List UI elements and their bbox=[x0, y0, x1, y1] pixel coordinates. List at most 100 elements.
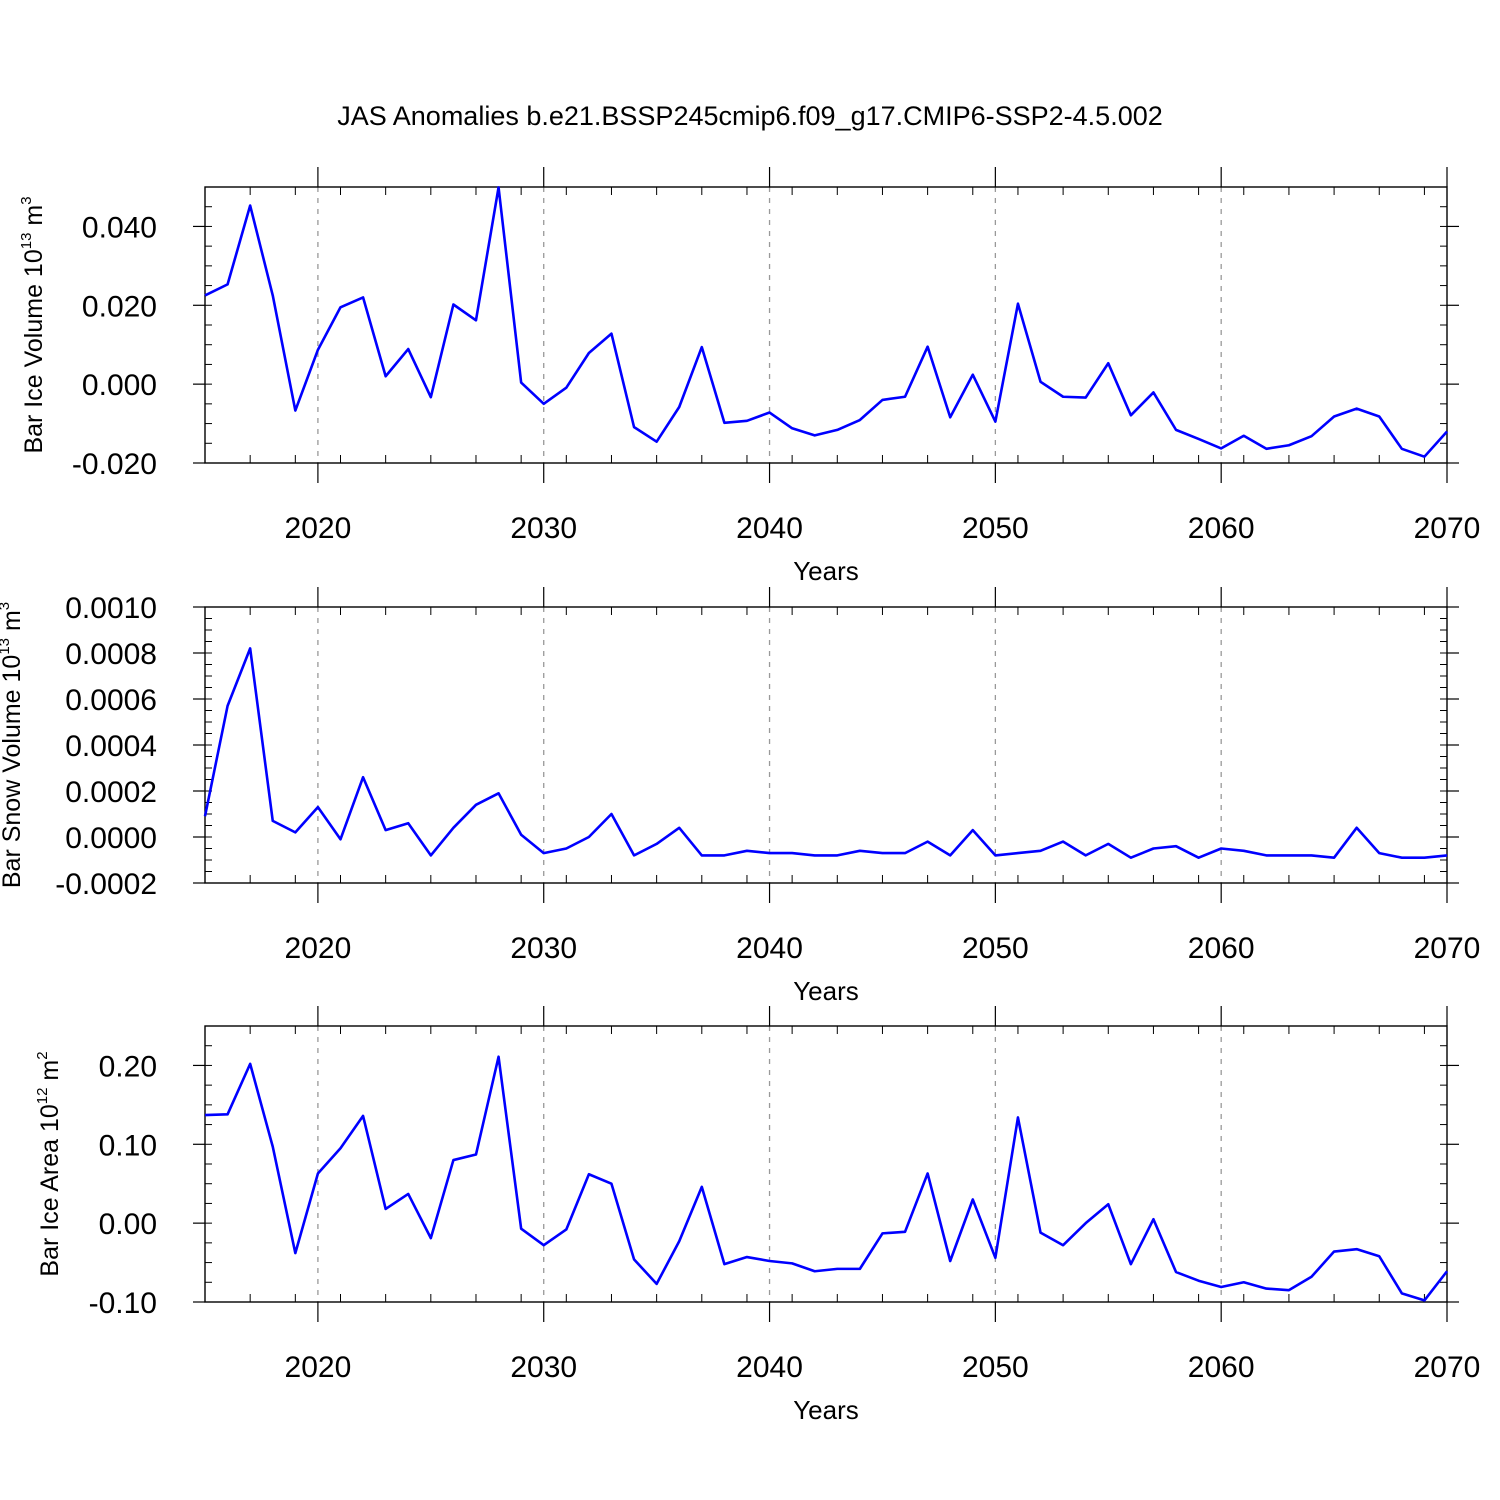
data-point bbox=[475, 319, 477, 321]
data-point bbox=[678, 1240, 680, 1242]
data-point bbox=[701, 346, 703, 348]
data-point bbox=[723, 1263, 725, 1265]
data-point bbox=[994, 420, 996, 422]
x-tick-label: 2030 bbox=[510, 1351, 577, 1384]
data-point bbox=[1152, 847, 1154, 849]
data-point bbox=[655, 1283, 657, 1285]
data-point bbox=[543, 852, 545, 854]
data-point bbox=[1130, 414, 1132, 416]
data-point bbox=[1107, 843, 1109, 845]
data-point bbox=[272, 1145, 274, 1147]
data-point bbox=[1017, 1116, 1019, 1118]
data-point bbox=[701, 854, 703, 856]
data-point bbox=[430, 396, 432, 398]
data-point bbox=[1197, 1280, 1199, 1282]
data-point bbox=[317, 806, 319, 808]
data-point bbox=[384, 829, 386, 831]
data-point bbox=[565, 847, 567, 849]
data-point bbox=[1446, 854, 1448, 856]
data-point bbox=[836, 429, 838, 431]
x-tick-label: 2070 bbox=[1414, 932, 1481, 965]
data-point bbox=[791, 852, 793, 854]
y-tick-label: 0.0002 bbox=[65, 776, 157, 809]
data-point bbox=[204, 815, 206, 817]
x-tick-label: 2040 bbox=[736, 1351, 803, 1384]
data-point bbox=[452, 1159, 454, 1161]
data-point bbox=[926, 1172, 928, 1174]
y-axis-title-exponent: 13 bbox=[0, 638, 13, 655]
data-point bbox=[610, 332, 612, 334]
y-axis-title-unit: m bbox=[36, 1060, 64, 1088]
panel-2: -0.0002 0.0000 0.0002 0.0004 0.0006 0.0008 0.0… bbox=[0, 587, 1480, 1006]
data-point bbox=[1288, 1289, 1290, 1291]
data-point bbox=[746, 420, 748, 422]
data-point bbox=[1017, 303, 1019, 305]
data-point bbox=[814, 854, 816, 856]
data-point bbox=[317, 349, 319, 351]
y-axis-title: Bar Ice Volume 1013 m3 bbox=[18, 196, 48, 453]
y-tick-label: -0.020 bbox=[72, 448, 157, 481]
data-point bbox=[204, 294, 206, 296]
x-axis-title: Years bbox=[793, 1395, 859, 1425]
data-point bbox=[655, 843, 657, 845]
data-point bbox=[1197, 857, 1199, 859]
plot-frame bbox=[204, 186, 1448, 464]
y-tick-label: 0.020 bbox=[82, 290, 157, 323]
data-point bbox=[1378, 852, 1380, 854]
data-point bbox=[1084, 854, 1086, 856]
data-point bbox=[1310, 1276, 1312, 1278]
data-point bbox=[746, 1256, 748, 1258]
data-point bbox=[1107, 1203, 1109, 1205]
data-point bbox=[1333, 1250, 1335, 1252]
data-point bbox=[904, 1231, 906, 1233]
y-tick-label: 0.0008 bbox=[65, 638, 157, 671]
data-point bbox=[1446, 1270, 1448, 1272]
y-tick-label: 0.00 bbox=[99, 1208, 157, 1241]
data-point bbox=[768, 411, 770, 413]
y-axis-title: Bar Ice Area 1012 m2 bbox=[34, 1051, 64, 1276]
data-point bbox=[475, 804, 477, 806]
data-point bbox=[1062, 840, 1064, 842]
data-point bbox=[1401, 857, 1403, 859]
data-point bbox=[1220, 1286, 1222, 1288]
data-point bbox=[1130, 1263, 1132, 1265]
data-point bbox=[994, 854, 996, 856]
x-tick-label: 2070 bbox=[1414, 512, 1481, 545]
y-axis-title-unit: m bbox=[0, 610, 26, 638]
x-tick-label: 2060 bbox=[1188, 1351, 1255, 1384]
y-axis-title-main: Bar Ice Volume 10 bbox=[20, 249, 48, 453]
data-point bbox=[859, 419, 861, 421]
y-axis-title: Bar Snow Volume 1013 m3 bbox=[0, 602, 26, 888]
data-point bbox=[972, 829, 974, 831]
data-point bbox=[339, 1147, 341, 1149]
data-point bbox=[791, 1262, 793, 1264]
data-point bbox=[1039, 1231, 1041, 1233]
data-point bbox=[588, 1173, 590, 1175]
data-point bbox=[339, 838, 341, 840]
data-point bbox=[1401, 448, 1403, 450]
data-point bbox=[249, 647, 251, 649]
data-point bbox=[1265, 1287, 1267, 1289]
data-point bbox=[1220, 847, 1222, 849]
data-point bbox=[1310, 435, 1312, 437]
x-tick-label: 2050 bbox=[962, 512, 1029, 545]
data-point bbox=[1017, 852, 1019, 854]
y-tick-label: 0.000 bbox=[82, 369, 157, 402]
data-point bbox=[859, 1268, 861, 1270]
y-axis-title-exponent: 12 bbox=[34, 1088, 51, 1105]
data-point bbox=[565, 386, 567, 388]
data-point bbox=[904, 852, 906, 854]
data-point bbox=[1265, 854, 1267, 856]
data-point bbox=[972, 1198, 974, 1200]
x-tick-label: 2060 bbox=[1188, 932, 1255, 965]
x-tick-label: 2020 bbox=[285, 932, 352, 965]
y-tick-label: 0.0006 bbox=[65, 684, 157, 717]
data-point bbox=[836, 1268, 838, 1270]
y-tick-label: 0.040 bbox=[82, 211, 157, 244]
data-point bbox=[1446, 430, 1448, 432]
data-point bbox=[926, 840, 928, 842]
y-axis-title-unit-exponent: 3 bbox=[18, 196, 35, 204]
data-point bbox=[1130, 857, 1132, 859]
data-point bbox=[1220, 447, 1222, 449]
data-point bbox=[1062, 396, 1064, 398]
